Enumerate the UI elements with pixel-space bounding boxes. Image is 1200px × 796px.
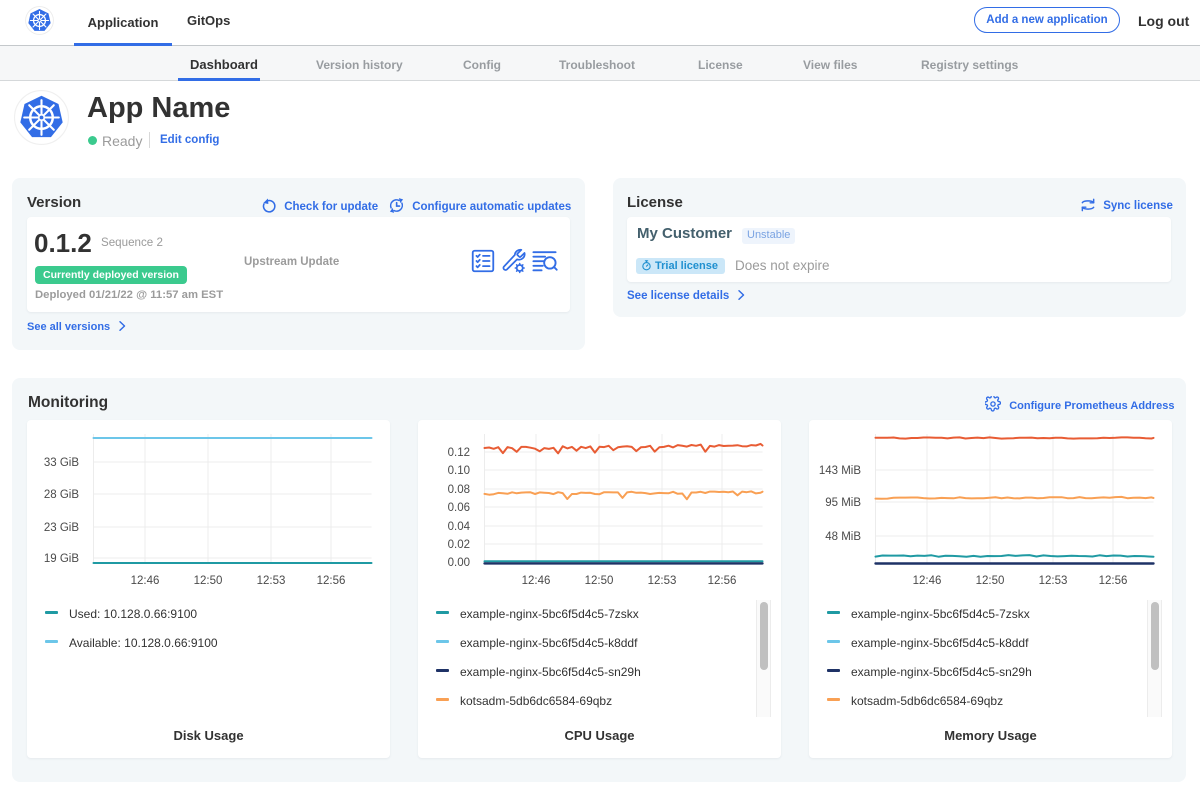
svg-text:19 GiB: 19 GiB <box>44 553 79 565</box>
svg-text:0.06: 0.06 <box>448 502 470 514</box>
svg-text:95 MiB: 95 MiB <box>825 497 861 509</box>
svg-text:0.12: 0.12 <box>448 447 470 459</box>
svg-text:143 MiB: 143 MiB <box>819 465 862 477</box>
svg-text:0.04: 0.04 <box>448 521 471 533</box>
svg-text:12:56: 12:56 <box>708 575 737 587</box>
svg-text:12:53: 12:53 <box>1039 575 1068 587</box>
svg-text:12:50: 12:50 <box>194 575 223 587</box>
svg-text:33 GiB: 33 GiB <box>44 457 79 469</box>
svg-text:12:46: 12:46 <box>522 575 551 587</box>
svg-text:48 MiB: 48 MiB <box>825 531 861 543</box>
svg-text:12:46: 12:46 <box>913 575 942 587</box>
svg-text:23 GiB: 23 GiB <box>44 522 79 534</box>
svg-text:0.02: 0.02 <box>448 539 470 551</box>
svg-text:12:46: 12:46 <box>131 575 160 587</box>
svg-text:28 GiB: 28 GiB <box>44 489 79 501</box>
svg-text:0.00: 0.00 <box>448 557 470 569</box>
svg-text:12:53: 12:53 <box>648 575 677 587</box>
svg-text:0.08: 0.08 <box>448 484 470 496</box>
svg-text:12:50: 12:50 <box>585 575 614 587</box>
svg-text:12:50: 12:50 <box>976 575 1005 587</box>
svg-text:12:56: 12:56 <box>317 575 346 587</box>
svg-text:12:53: 12:53 <box>257 575 286 587</box>
svg-text:0.10: 0.10 <box>448 465 470 477</box>
svg-text:12:56: 12:56 <box>1099 575 1128 587</box>
